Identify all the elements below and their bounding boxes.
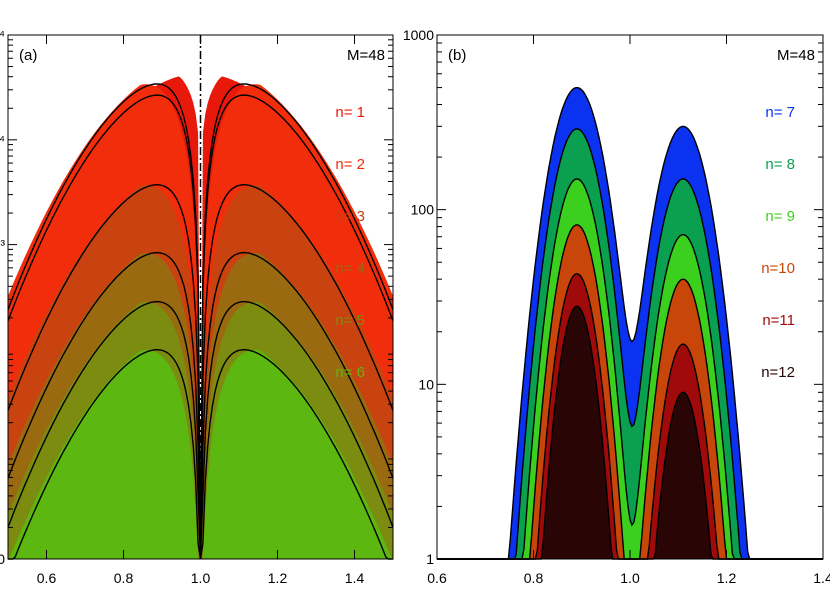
m-annotation: M=48 <box>347 47 385 64</box>
x-tick-label: 1.4 <box>345 570 365 586</box>
y-tick-label: 10⁴ <box>0 132 5 148</box>
x-tick-label: 0.6 <box>427 570 447 586</box>
legend-entry: n=11 <box>762 312 795 329</box>
x-tick-label: 1.0 <box>620 570 640 586</box>
y-tick-label: 10 <box>418 376 434 392</box>
x-tick-label: 0.8 <box>114 570 134 586</box>
area-6 <box>8 350 393 559</box>
y-tick-label: 0 <box>0 551 5 567</box>
y-tick-label: 10³ <box>0 237 5 253</box>
legend-entry: n= 1 <box>335 104 365 121</box>
x-tick-label: 1.2 <box>268 570 288 586</box>
legend-entry: n=12 <box>761 364 795 381</box>
legend-entry: n= 9 <box>765 208 795 225</box>
panel-label: (b) <box>448 47 466 64</box>
y-tick-label: 100 <box>411 202 435 218</box>
legend-entry: n= 5 <box>335 312 365 329</box>
legend-entry: n= 7 <box>765 104 795 121</box>
panel-a: 0.6 0.8 1.0 1.2 1.4 0 10³ 10⁴ 10⁴ (a) M=48 n= 1 n= 2… <box>0 27 394 586</box>
x-tick-label: 1.2 <box>717 570 737 586</box>
legend-entry: n= 6 <box>335 364 365 381</box>
area-9 <box>437 179 823 559</box>
legend-entry: n=10 <box>761 260 795 277</box>
panel-label: (a) <box>19 47 37 64</box>
x-tick-label: 1.0 <box>191 570 211 586</box>
x-tick-label: 1.4 <box>813 570 830 586</box>
x-tick-label: 0.8 <box>524 570 544 586</box>
y-tick-label: 1000 <box>403 27 434 43</box>
y-tick-label: 10⁴ <box>0 27 5 43</box>
legend-entry: n= 2 <box>335 156 365 173</box>
legend-entry: n= 4 <box>335 260 365 277</box>
m-annotation: M=48 <box>777 47 815 64</box>
legend-entry: n= 3 <box>335 208 365 225</box>
legend-entry: n= 8 <box>765 156 795 173</box>
panel-b: 0.6 0.8 1.0 1.2 1.4 1 10 100 1000 (b) M=48 n= 7 n= 8… <box>403 27 830 586</box>
y-tick-label: 1 <box>426 551 434 567</box>
x-tick-label: 0.6 <box>37 570 57 586</box>
